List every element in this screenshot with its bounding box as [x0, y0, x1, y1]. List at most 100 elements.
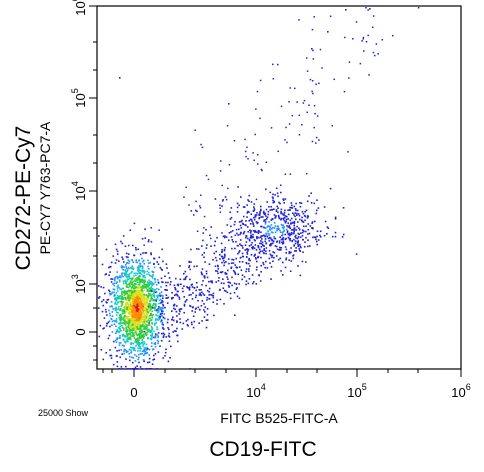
data-point	[392, 34, 394, 37]
data-point	[307, 228, 310, 231]
data-point	[190, 321, 193, 324]
data-point	[155, 310, 158, 312]
data-point	[252, 236, 254, 238]
data-point	[261, 238, 263, 240]
data-point	[143, 314, 146, 316]
data-point	[102, 299, 105, 301]
data-point	[264, 223, 267, 225]
data-point	[314, 236, 317, 239]
data-point	[118, 286, 120, 289]
data-point	[295, 237, 297, 239]
data-point	[151, 342, 153, 344]
data-point	[150, 330, 153, 332]
data-point	[333, 78, 335, 81]
data-point	[284, 215, 286, 217]
data-point	[235, 241, 237, 243]
data-point	[129, 355, 131, 358]
data-point	[154, 307, 156, 309]
data-point	[250, 218, 253, 221]
data-point	[246, 204, 248, 206]
data-point	[124, 342, 127, 344]
data-point	[139, 316, 142, 318]
data-point	[288, 101, 290, 103]
data-point	[259, 242, 261, 245]
data-point	[161, 302, 164, 304]
data-point	[196, 265, 198, 267]
data-point	[295, 229, 298, 231]
data-point	[151, 363, 154, 365]
data-point	[125, 326, 127, 328]
data-point	[367, 9, 369, 11]
data-point	[113, 323, 116, 325]
data-point	[222, 257, 225, 259]
data-point	[154, 342, 157, 344]
data-point	[161, 281, 163, 283]
data-point	[238, 221, 241, 223]
data-point	[298, 248, 300, 250]
data-point	[202, 239, 204, 242]
data-point	[132, 292, 135, 295]
data-point	[201, 291, 203, 294]
data-point	[352, 38, 354, 40]
data-point	[300, 246, 302, 249]
data-point	[289, 234, 291, 237]
data-point	[331, 235, 334, 238]
x-tick-label: 105	[347, 382, 366, 400]
data-point	[109, 312, 111, 315]
data-point	[143, 282, 145, 285]
data-point	[303, 230, 305, 232]
data-point	[149, 261, 152, 264]
data-point	[113, 320, 115, 322]
data-point	[148, 354, 150, 356]
data-point	[260, 208, 262, 211]
data-point	[138, 281, 141, 284]
data-point	[135, 312, 138, 315]
data-point	[127, 297, 129, 299]
data-point	[121, 287, 124, 290]
data-point	[228, 281, 230, 284]
data-point	[261, 241, 264, 243]
data-point	[245, 235, 247, 237]
data-point	[112, 363, 115, 366]
data-point	[108, 320, 111, 322]
data-point	[256, 236, 258, 239]
data-point	[128, 273, 131, 275]
data-point	[315, 240, 318, 243]
data-point	[141, 312, 144, 315]
data-point	[194, 311, 196, 313]
data-point	[287, 222, 289, 224]
data-point	[159, 317, 161, 320]
data-point	[108, 290, 111, 293]
data-point	[253, 225, 255, 227]
data-point	[139, 353, 142, 355]
data-point	[246, 212, 249, 214]
data-point	[143, 320, 146, 323]
data-point	[240, 231, 242, 234]
data-point	[110, 261, 113, 264]
data-point	[312, 58, 315, 60]
data-point	[112, 308, 114, 310]
data-point	[124, 273, 126, 275]
data-point	[156, 261, 158, 263]
data-point	[241, 261, 244, 263]
data-point	[193, 214, 195, 216]
data-point	[154, 281, 157, 283]
data-point	[241, 245, 244, 247]
data-point	[254, 230, 256, 232]
data-point	[272, 63, 274, 66]
data-point	[109, 293, 111, 296]
data-point	[244, 138, 246, 141]
data-point	[117, 284, 119, 287]
data-point	[281, 226, 284, 229]
data-point	[150, 331, 152, 333]
data-point	[260, 256, 262, 259]
data-point	[235, 288, 238, 290]
data-point	[132, 293, 135, 296]
data-point	[128, 244, 130, 247]
data-point	[144, 279, 146, 281]
data-point	[232, 259, 235, 261]
data-point	[146, 301, 148, 303]
data-point	[116, 281, 118, 283]
data-point	[208, 263, 211, 265]
data-point	[214, 240, 216, 243]
